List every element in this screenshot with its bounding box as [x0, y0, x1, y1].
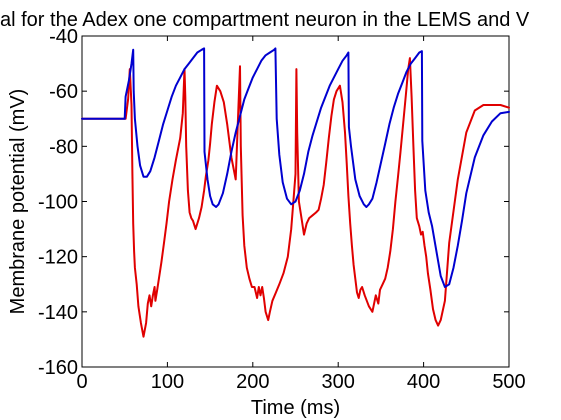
series-layer	[81, 47, 510, 338]
y-tick-label: -80	[49, 136, 78, 158]
x-axis-title: Time (ms)	[251, 397, 340, 419]
y-tick-label: -100	[38, 192, 78, 214]
x-tick-label: 500	[492, 371, 525, 393]
x-tick-label: 400	[407, 371, 440, 393]
x-tick-label: 200	[236, 371, 269, 393]
axis-ticks	[81, 35, 510, 368]
x-tick-label: 100	[151, 371, 184, 393]
x-tick-label: 300	[322, 371, 355, 393]
y-tick-label: -40	[49, 26, 78, 48]
x-tick-label: 0	[76, 371, 87, 393]
y-tick-label: -120	[38, 247, 78, 269]
y-tick-label: -140	[38, 302, 78, 324]
y-tick-labels: -40 -60 -80 -100 -120 -140 -160	[38, 26, 78, 379]
x-tick-labels: 0 100 200 300 400 500	[76, 371, 525, 393]
y-tick-label: -60	[49, 81, 78, 103]
y-axis-title: Membrane potential (mV)	[7, 89, 29, 315]
chart-title: al for the Adex one compartment neuron i…	[0, 9, 530, 31]
y-tick-label: -160	[38, 357, 78, 379]
series-2-line	[81, 47, 510, 288]
